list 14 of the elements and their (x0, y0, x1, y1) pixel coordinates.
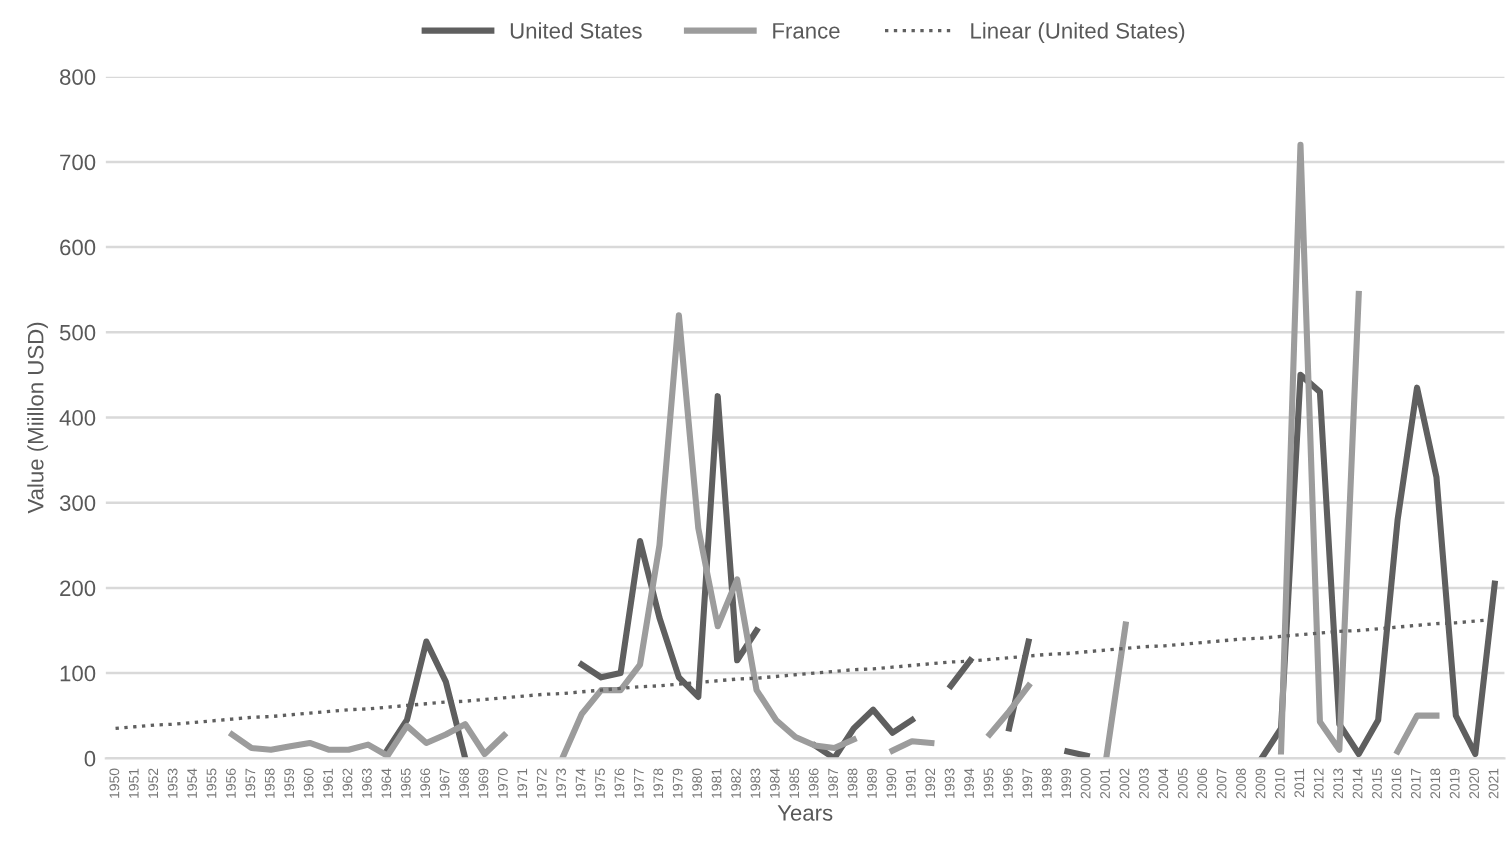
y-axis-title: Value (Miillon USD) (27, 322, 48, 514)
y-tick-label: 500 (59, 324, 96, 341)
y-tick-label: 0 (84, 750, 96, 767)
y-tick-label: 400 (59, 410, 96, 426)
y-tick-label: 300 (59, 495, 96, 511)
y-tick-label: 800 (60, 69, 96, 85)
y-tick-label: 100 (60, 665, 96, 682)
y-tick-label: 700 (60, 154, 96, 171)
legend-label: United States (510, 22, 642, 39)
y-tick-label: 200 (60, 580, 96, 597)
x-axis-title: Years (777, 805, 833, 821)
legend-label: France (773, 23, 840, 39)
legend-label: Linear (United States) (971, 22, 1185, 44)
y-tick-label: 600 (60, 239, 96, 256)
